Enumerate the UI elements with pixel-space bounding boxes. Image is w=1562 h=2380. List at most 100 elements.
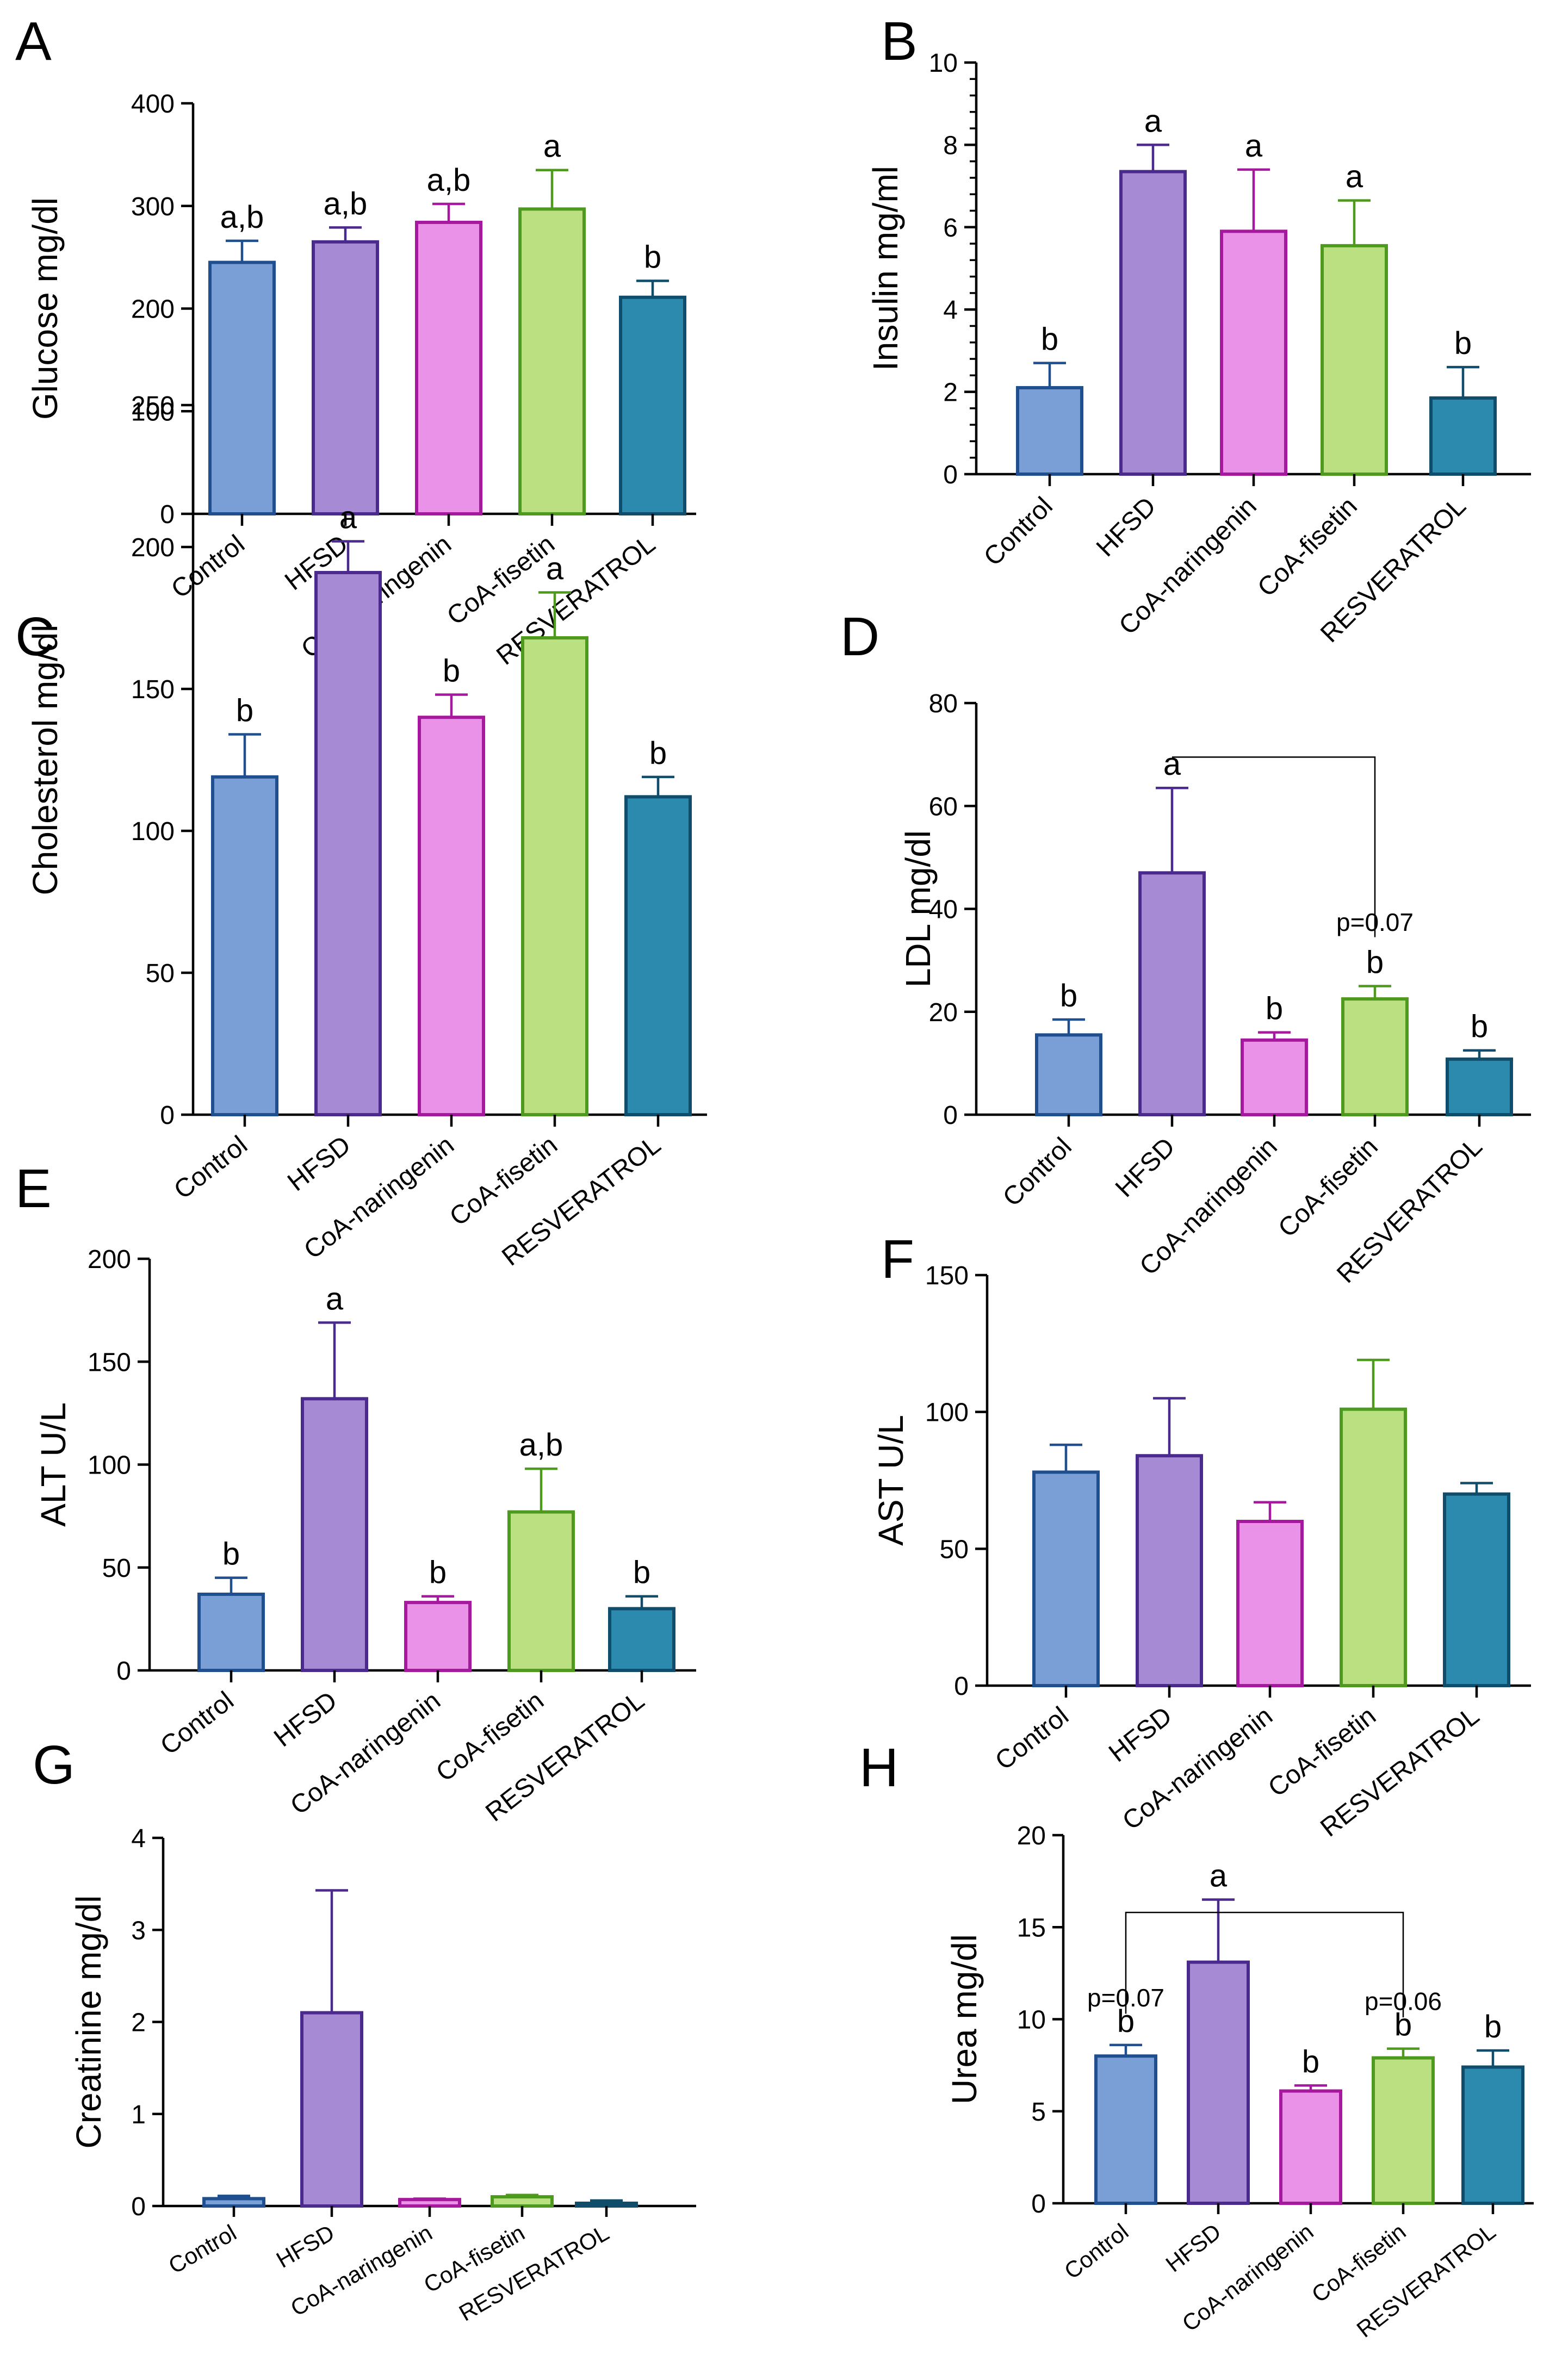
y-tick-label-h: 5 bbox=[1031, 2098, 1046, 2127]
bar-a-hfsd bbox=[312, 240, 379, 515]
panel-letter-a: A bbox=[15, 11, 52, 72]
bar-h-coa-naringenin bbox=[1279, 2089, 1342, 2205]
y-tick-label-e: 200 bbox=[88, 1245, 131, 1274]
significance-label-h-hfsd: a bbox=[1210, 1858, 1228, 1893]
bar-g-resveratrol bbox=[575, 2201, 638, 2208]
panel-letter-h: H bbox=[859, 1737, 898, 1798]
x-tick-label-c-hfsd: HFSD bbox=[282, 1130, 356, 1197]
y-tick-label-d: 0 bbox=[943, 1101, 958, 1130]
bar-c-resveratrol bbox=[624, 795, 692, 1116]
bar-d-hfsd bbox=[1138, 871, 1206, 1116]
x-tick-label-g-hfsd: HFSD bbox=[272, 2220, 339, 2273]
y-axis-label-a: Glucose mg/dl bbox=[26, 197, 65, 420]
y-tick-label-g: 4 bbox=[131, 1824, 146, 1853]
x-tick-label-b-coa-fisetin: CoA-fisetin bbox=[1252, 492, 1362, 602]
y-tick-label-d: 80 bbox=[929, 689, 958, 718]
bar-h-control bbox=[1094, 2054, 1157, 2205]
bar-e-resveratrol bbox=[608, 1607, 675, 1672]
x-tick-label-d-hfsd: HFSD bbox=[1110, 1132, 1181, 1203]
bar-f-hfsd bbox=[1136, 1454, 1203, 1687]
y-axis-label-d: LDL mg/dl bbox=[898, 830, 938, 987]
y-tick-label-c: 250 bbox=[131, 392, 175, 420]
bar-g-control bbox=[202, 2197, 265, 2208]
bar-g-coa-fisetin bbox=[491, 2195, 554, 2208]
significance-label-d-coa-fisetin: b bbox=[1366, 944, 1384, 980]
bar-d-control bbox=[1035, 1033, 1102, 1117]
y-tick-label-h: 20 bbox=[1017, 1822, 1046, 1850]
y-tick-label-c: 200 bbox=[131, 533, 175, 562]
significance-label-e-coa-naringenin: b bbox=[429, 1555, 447, 1590]
y-tick-label-a: 0 bbox=[160, 500, 175, 529]
y-tick-label-e: 50 bbox=[102, 1554, 131, 1583]
x-tick-label-h-control: Control bbox=[1059, 2219, 1133, 2284]
x-tick-label-b-control: Control bbox=[978, 492, 1058, 571]
y-tick-label-d: 60 bbox=[929, 792, 958, 821]
significance-label-d-coa-naringenin: b bbox=[1266, 991, 1283, 1027]
bar-b-control bbox=[1016, 386, 1083, 476]
bar-b-resveratrol bbox=[1429, 396, 1497, 476]
bar-d-coa-naringenin bbox=[1241, 1038, 1308, 1116]
p-value-label-d: p=0.07 bbox=[1336, 908, 1414, 936]
y-tick-label-b: 8 bbox=[943, 131, 958, 160]
y-tick-label-c: 50 bbox=[146, 959, 175, 988]
y-tick-label-a: 200 bbox=[131, 295, 175, 324]
y-axis-label-e: ALT U/L bbox=[34, 1402, 73, 1527]
bar-c-hfsd bbox=[314, 570, 382, 1116]
panel-letter-f: F bbox=[881, 1229, 914, 1290]
bar-e-hfsd bbox=[301, 1397, 368, 1672]
x-tick-label-d-control: Control bbox=[997, 1132, 1077, 1212]
panel-letter-e: E bbox=[15, 1158, 52, 1219]
bar-b-coa-fisetin bbox=[1321, 244, 1388, 476]
significance-label-e-control: b bbox=[222, 1537, 240, 1572]
y-axis-label-h: Urea mg/dl bbox=[945, 1934, 984, 2104]
bar-h-resveratrol bbox=[1461, 2065, 1524, 2205]
y-axis-label-c: Cholesterol mg/dl bbox=[26, 625, 65, 896]
y-tick-label-g: 0 bbox=[131, 2192, 146, 2221]
y-axis-label-b: Insulin mg/ml bbox=[866, 166, 905, 371]
bar-f-coa-fisetin bbox=[1340, 1407, 1407, 1687]
bar-b-coa-naringenin bbox=[1220, 229, 1287, 476]
comparison-bracket-d bbox=[1172, 756, 1376, 937]
panel-letter-d: D bbox=[840, 606, 879, 667]
bar-e-control bbox=[197, 1592, 265, 1673]
x-tick-label-f-control: Control bbox=[990, 1701, 1074, 1776]
y-tick-label-c: 0 bbox=[160, 1101, 175, 1130]
y-tick-label-f: 0 bbox=[954, 1672, 969, 1701]
y-tick-label-f: 150 bbox=[925, 1262, 969, 1290]
significance-label-e-resveratrol: b bbox=[633, 1555, 650, 1590]
bar-g-coa-naringenin bbox=[398, 2198, 461, 2208]
bar-f-control bbox=[1032, 1470, 1100, 1687]
p-value-label-h: p=0.06 bbox=[1365, 1987, 1442, 2016]
bar-d-coa-fisetin bbox=[1341, 997, 1409, 1116]
significance-label-c-hfsd: a bbox=[339, 500, 357, 536]
bar-a-coa-naringenin bbox=[415, 220, 482, 515]
significance-label-h-coa-naringenin: b bbox=[1302, 2044, 1319, 2079]
y-tick-label-h: 0 bbox=[1031, 2190, 1046, 2219]
x-tick-label-b-hfsd: HFSD bbox=[1091, 492, 1162, 562]
significance-label-b-coa-naringenin: a bbox=[1245, 128, 1263, 164]
bar-c-control bbox=[211, 775, 278, 1116]
x-tick-label-c-control: Control bbox=[169, 1130, 253, 1205]
significance-label-b-coa-fisetin: a bbox=[1346, 159, 1363, 195]
y-tick-label-a: 100 bbox=[131, 397, 175, 426]
significance-label-a-control: a,b bbox=[220, 200, 264, 235]
y-tick-label-h: 10 bbox=[1017, 2006, 1046, 2035]
x-tick-label-g-control: Control bbox=[164, 2220, 241, 2278]
y-tick-label-e: 100 bbox=[88, 1451, 131, 1480]
y-tick-label-f: 100 bbox=[925, 1399, 969, 1427]
bar-a-resveratrol bbox=[619, 295, 686, 515]
x-tick-label-g-resveratrol: RESVERATROL bbox=[455, 2220, 613, 2326]
significance-label-c-coa-fisetin: a bbox=[546, 551, 564, 587]
x-tick-label-e-control: Control bbox=[155, 1686, 239, 1761]
y-tick-label-e: 150 bbox=[88, 1348, 131, 1377]
significance-label-e-coa-fisetin: a,b bbox=[519, 1427, 563, 1463]
panel-letter-c: C bbox=[15, 606, 54, 667]
x-tick-label-h-hfsd: HFSD bbox=[1161, 2219, 1226, 2277]
significance-label-b-control: b bbox=[1041, 322, 1058, 357]
y-tick-label-a: 300 bbox=[131, 192, 175, 221]
y-tick-label-b: 10 bbox=[929, 49, 958, 78]
